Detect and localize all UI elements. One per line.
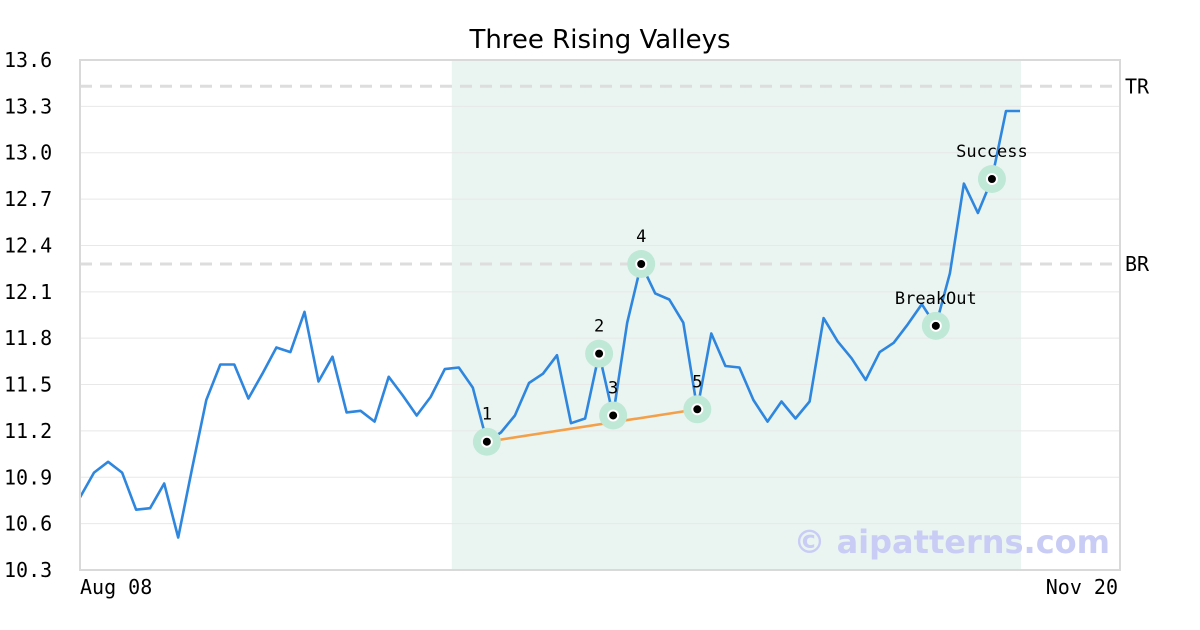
valley-trendline — [486, 407, 698, 444]
highlight-region — [451, 60, 1021, 570]
watermark: © aipatterns.com — [793, 523, 1110, 561]
y-tick-label: 10.6 — [4, 512, 52, 536]
point-label-1: 1 — [482, 405, 492, 425]
series-layer — [78, 109, 1020, 539]
point-label-breakout: BreakOut — [895, 289, 977, 309]
y-tick-label: 13.3 — [4, 94, 52, 118]
point-marker-3 — [607, 409, 620, 422]
y-tick-label: 11.5 — [4, 373, 52, 397]
y-tick-label: 10.3 — [4, 558, 52, 582]
chart-title: Three Rising Valleys — [468, 25, 730, 55]
point-marker-breakout — [929, 319, 942, 332]
y-tick-label: 13.6 — [4, 48, 52, 72]
point-marker-4 — [635, 258, 648, 270]
plot-frame — [79, 59, 1121, 571]
point-marker-2 — [593, 347, 606, 360]
pattern-points-layer: 1 2 3 4 5 BreakOut Success — [472, 142, 1028, 456]
y-tick-label: 10.9 — [4, 465, 52, 489]
point-marker-5 — [691, 403, 704, 416]
x-label-start: Aug 08 — [80, 575, 152, 599]
y-tick-label: 11.2 — [4, 419, 52, 443]
level-label-tr: TR — [1125, 74, 1150, 98]
y-tick-label: 11.8 — [4, 326, 52, 350]
y-tick-label: 12.7 — [4, 187, 52, 211]
point-label-4: 4 — [636, 227, 646, 247]
point-label-5: 5 — [692, 372, 702, 392]
point-marker-1 — [480, 435, 493, 448]
y-tick-label: 12.1 — [4, 280, 52, 304]
y-axis: 13.6 13.3 13.0 12.7 12.4 12.1 11.8 11.5 11.2 10.9… — [4, 48, 52, 582]
point-marker-success — [985, 173, 998, 185]
price-line — [78, 109, 1020, 539]
highlight-region-layer — [451, 60, 1021, 570]
point-label-3: 3 — [608, 378, 618, 398]
trendline-layer — [486, 407, 698, 444]
point-label-success: Success — [956, 142, 1028, 162]
x-label-end: Nov 20 — [1046, 575, 1118, 599]
level-label-br: BR — [1125, 252, 1150, 276]
y-tick-label: 12.4 — [4, 233, 52, 257]
point-label-2: 2 — [594, 317, 604, 337]
level-layer: TR BR — [80, 74, 1150, 276]
grid-layer — [80, 59, 1120, 571]
y-tick-label: 13.0 — [4, 141, 52, 165]
